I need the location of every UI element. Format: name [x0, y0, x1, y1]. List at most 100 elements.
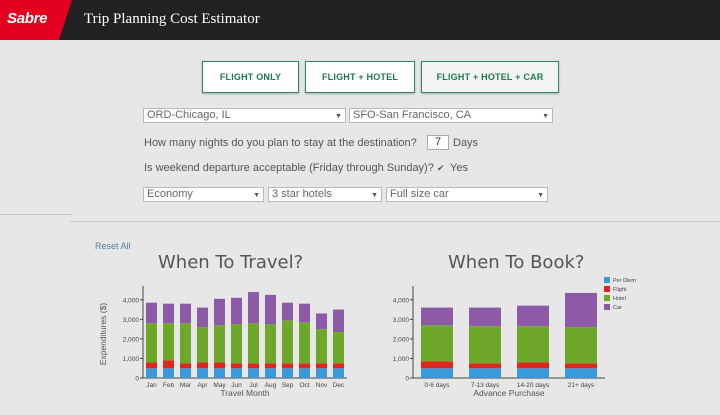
weekend-checkbox[interactable]: ✔: [437, 162, 445, 174]
weekend-question: Is weekend departure acceptable (Friday …: [144, 162, 434, 174]
bar-segment-hotel: [163, 323, 174, 361]
sabre-logo[interactable]: Sabre: [0, 0, 72, 40]
bar-segment-car: [333, 309, 344, 333]
nights-unit: Days: [453, 137, 479, 149]
bar-segment-car: [469, 307, 501, 327]
bar-segment-per-diem: [248, 368, 259, 378]
chevron-down-icon: ▼: [371, 192, 378, 199]
y-tick-label: 3,000: [123, 317, 140, 324]
bar-segment-per-diem: [180, 368, 191, 378]
x-tick-label: Apr: [197, 382, 208, 389]
bar-segment-flight: [299, 363, 310, 369]
nights-question: How many nights do you plan to stay at t…: [144, 137, 417, 149]
bar-segment-hotel: [316, 329, 327, 364]
legend-swatch-hotel: [604, 295, 610, 301]
car-select[interactable]: Full size car ▼: [386, 187, 548, 202]
bar-segment-per-diem: [517, 368, 549, 378]
bar-segment-flight: [517, 362, 549, 369]
bar-segment-per-diem: [299, 368, 310, 378]
hotel-select[interactable]: 3 star hotels ▼: [268, 187, 382, 202]
reset-all-link[interactable]: Reset All: [95, 241, 131, 251]
bar-segment-per-diem: [316, 368, 327, 378]
bar-segment-flight: [214, 362, 225, 369]
bar-segment-hotel: [265, 324, 276, 364]
bar-segment-hotel: [282, 320, 293, 364]
x-tick-label: Jan: [146, 382, 157, 389]
chevron-down-icon: ▼: [537, 192, 544, 199]
bar-segment-hotel: [299, 322, 310, 364]
nights-input[interactable]: 7: [427, 135, 449, 150]
x-tick-label: Dec: [333, 382, 345, 389]
bar-segment-per-diem: [146, 368, 157, 378]
tab-flight-hotel-car[interactable]: FLIGHT + HOTEL + CAR: [421, 61, 559, 93]
bar-segment-hotel: [180, 323, 191, 364]
travel-month-chart: 0 1,000 2,000 3,000 4,000 Jan Feb Mar Apr May Jun J…: [98, 286, 347, 398]
x-axis-label: Advance Purchase: [473, 388, 545, 398]
y-tick-label: 3,000: [393, 317, 410, 324]
weekend-yes-label: Yes: [450, 162, 468, 174]
bar-segment-flight: [180, 363, 191, 369]
bar-segment-hotel: [214, 325, 225, 363]
bar-segment-hotel: [469, 326, 501, 364]
legend-label: Car: [613, 305, 622, 311]
divider: [70, 221, 720, 222]
bar-segment-hotel: [517, 326, 549, 363]
logo-text: Sabre: [7, 10, 48, 27]
chevron-down-icon: ▼: [253, 192, 260, 199]
bar-segment-flight: [316, 363, 327, 369]
bar-segment-car: [565, 292, 597, 328]
legend-swatch-per-diem: [604, 277, 610, 283]
bar-segment-car: [214, 298, 225, 326]
cabin-select[interactable]: Economy ▼: [143, 187, 264, 202]
x-axis-label: Travel Month: [220, 388, 270, 398]
y-tick-label: 0: [135, 376, 139, 383]
y-tick-label: 4,000: [393, 297, 410, 304]
bar-segment-flight: [333, 363, 344, 369]
bar-segment-hotel: [421, 325, 453, 362]
x-tick-label: Oct: [299, 382, 309, 389]
legend-swatch-flight: [604, 286, 610, 292]
bar-segment-car: [248, 291, 259, 324]
chevron-down-icon: ▼: [542, 113, 549, 120]
bar-segment-hotel: [333, 332, 344, 364]
origin-value: ORD-Chicago, IL: [147, 109, 231, 121]
x-tick-label: Sep: [282, 382, 294, 389]
y-axis-label: Expenditures ($): [98, 303, 108, 366]
x-tick-label: Jun: [231, 382, 242, 389]
x-tick-label: 7-13 days: [471, 382, 500, 389]
bar-segment-per-diem: [469, 368, 501, 378]
divider: [0, 214, 72, 215]
bar-segment-hotel: [197, 327, 208, 363]
car-value: Full size car: [390, 188, 449, 200]
bar-segment-flight: [231, 363, 242, 369]
tab-flight-only[interactable]: FLIGHT ONLY: [202, 61, 299, 93]
bar-segment-per-diem: [565, 368, 597, 378]
book-chart-title: When To Book?: [448, 252, 585, 273]
x-tick-label: 14-20 days: [517, 382, 550, 389]
bar-segment-per-diem: [163, 368, 174, 378]
bar-segment-car: [197, 307, 208, 328]
tab-flight-hotel[interactable]: FLIGHT + HOTEL: [305, 61, 415, 93]
bar-segment-car: [421, 307, 453, 326]
bar-segment-car: [517, 305, 549, 327]
bar-segment-hotel: [231, 324, 242, 364]
cabin-value: Economy: [147, 188, 193, 200]
x-tick-label: May: [213, 382, 226, 389]
app-title: Trip Planning Cost Estimator: [84, 11, 260, 27]
legend-label: Flight: [613, 287, 627, 293]
x-tick-label: 21+ days: [568, 382, 595, 389]
bar-segment-flight: [265, 363, 276, 369]
bar-segment-car: [282, 302, 293, 321]
bar-segment-hotel: [146, 323, 157, 363]
legend-label: Per Diem: [613, 278, 636, 284]
destination-select[interactable]: SFO-San Francisco, CA ▼: [349, 108, 553, 123]
check-icon: ✔: [437, 163, 445, 173]
x-tick-label: Jul: [249, 382, 258, 389]
x-tick-label: Aug: [265, 382, 277, 389]
origin-select[interactable]: ORD-Chicago, IL ▼: [143, 108, 346, 123]
bar-segment-per-diem: [421, 368, 453, 378]
bar-segment-flight: [565, 363, 597, 369]
y-tick-label: 2,000: [393, 336, 410, 343]
y-tick-label: 0: [405, 376, 409, 383]
x-tick-label: 0-6 days: [425, 382, 451, 389]
